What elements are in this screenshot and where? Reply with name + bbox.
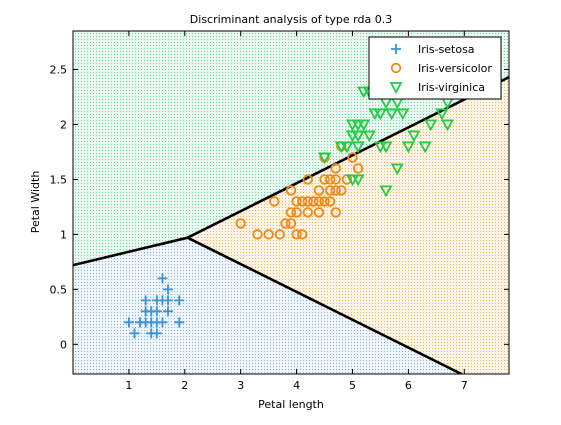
region-setosa: [73, 237, 462, 374]
legend-label-versicolor: Iris-versicolor: [418, 62, 492, 75]
data-point-setosa: [157, 317, 168, 328]
data-point-virginica: [379, 141, 393, 154]
data-point-versicolor: [296, 196, 308, 207]
data-point-setosa: [163, 284, 174, 295]
series-setosa: [123, 273, 185, 339]
data-point-versicolor: [285, 185, 297, 196]
x-tick-label: 2: [181, 379, 188, 392]
data-point-setosa: [163, 306, 174, 317]
data-point-virginica: [418, 141, 432, 154]
legend: Iris-setosa Iris-versicolor Iris-virgini…: [368, 36, 502, 100]
y-axis-ticks: 0 0.5 1 1.5 2 2.5: [50, 63, 509, 351]
legend-label-setosa: Iris-setosa: [418, 43, 475, 56]
y-tick-label: 0.5: [50, 283, 68, 296]
data-point-versicolor: [324, 174, 336, 185]
x-axis-label: Petal length: [258, 398, 324, 411]
data-point-virginica: [385, 108, 399, 121]
data-point-setosa: [157, 273, 168, 284]
data-point-virginica: [435, 108, 449, 121]
y-tick-label: 1: [60, 228, 67, 241]
data-point-setosa: [151, 306, 162, 317]
data-point-versicolor: [330, 185, 341, 196]
data-point-setosa: [174, 295, 185, 306]
data-point-versicolor: [330, 207, 341, 218]
data-point-versicolor: [274, 229, 286, 240]
legend-symbol-versicolor: [390, 62, 402, 74]
data-point-versicolor: [352, 163, 364, 174]
y-tick-label: 0: [60, 338, 67, 351]
data-point-virginica: [373, 108, 387, 121]
data-point-virginica: [440, 119, 455, 132]
data-point-versicolor: [291, 196, 302, 207]
data-point-versicolor: [269, 196, 280, 207]
data-point-versicolor: [302, 207, 313, 218]
data-point-versicolor: [313, 185, 325, 196]
data-point-virginica: [357, 119, 371, 132]
data-point-versicolor: [302, 196, 313, 207]
data-point-versicolor: [330, 163, 341, 174]
decision-boundary-1: [73, 236, 188, 267]
data-point-versicolor: [263, 229, 274, 240]
data-point-versicolor: [324, 196, 336, 207]
data-point-versicolor: [235, 218, 246, 229]
data-point-virginica: [340, 141, 354, 154]
data-point-setosa: [129, 328, 140, 339]
series-versicolor: [235, 141, 364, 240]
data-point-versicolor: [313, 196, 325, 207]
x-tick-label: 1: [125, 379, 132, 392]
data-point-virginica: [424, 119, 438, 132]
x-axis-ticks: 1 2 3 4 5 6 7: [125, 31, 468, 392]
data-point-versicolor: [347, 152, 358, 163]
x-tick-label: 3: [237, 379, 244, 392]
data-point-virginica: [318, 152, 332, 165]
data-point-virginica: [351, 174, 365, 187]
data-point-versicolor: [291, 229, 302, 240]
x-tick-label: 7: [461, 379, 468, 392]
data-point-versicolor: [291, 207, 302, 218]
data-point-versicolor: [280, 218, 291, 229]
legend-symbols: [389, 44, 403, 94]
data-point-virginica: [396, 108, 410, 121]
data-point-setosa: [174, 317, 185, 328]
data-point-virginica: [351, 141, 365, 154]
data-point-setosa: [163, 295, 174, 306]
data-point-versicolor: [308, 196, 319, 207]
data-point-virginica: [351, 130, 365, 143]
data-point-versicolor: [319, 174, 330, 185]
legend-symbol-virginica: [389, 82, 403, 94]
data-point-versicolor: [313, 207, 325, 218]
plot-frame: [72, 30, 510, 375]
data-point-versicolor: [252, 229, 263, 240]
data-point-virginica: [379, 185, 393, 198]
data-point-setosa: [123, 317, 134, 328]
y-tick-label: 1.5: [50, 173, 68, 186]
data-point-versicolor: [330, 174, 341, 185]
data-point-virginica: [390, 163, 404, 176]
y-tick-label: 2.5: [50, 63, 68, 76]
data-point-versicolor: [285, 207, 297, 218]
data-point-versicolor: [302, 174, 313, 185]
data-point-versicolor: [285, 218, 297, 229]
decision-boundary-3: [187, 236, 463, 374]
chart-title: Discriminant analysis of type rda 0.3: [190, 13, 392, 26]
legend-label-virginica: Iris-virginica: [418, 81, 485, 94]
x-tick-label: 4: [293, 379, 300, 392]
data-point-versicolor: [336, 185, 347, 196]
data-point-versicolor: [324, 185, 336, 196]
data-point-setosa: [140, 295, 151, 306]
x-tick-label: 6: [405, 379, 412, 392]
data-point-virginica: [362, 130, 376, 143]
x-tick-label: 5: [349, 379, 356, 392]
data-point-versicolor: [319, 196, 330, 207]
data-point-virginica: [407, 130, 421, 143]
y-axis-label: Petal Width: [29, 171, 42, 234]
data-point-virginica: [401, 141, 415, 154]
legend-symbol-setosa: [391, 44, 401, 54]
region-versicolor: [187, 77, 509, 374]
y-tick-label: 2: [60, 118, 67, 131]
data-point-versicolor: [296, 229, 308, 240]
data-point-setosa: [151, 328, 162, 339]
